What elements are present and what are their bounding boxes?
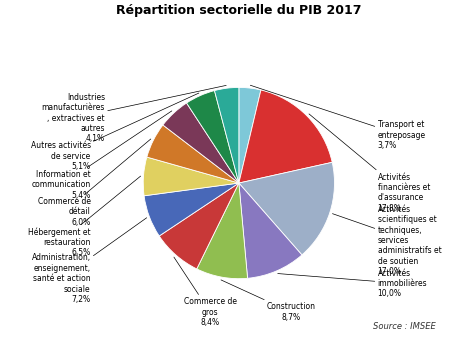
Wedge shape (147, 125, 239, 183)
Text: Activités
immobilières
10,0%: Activités immobilières 10,0% (278, 268, 427, 298)
Text: Commerce de
détail
6,0%: Commerce de détail 6,0% (37, 139, 151, 227)
Wedge shape (239, 162, 335, 255)
Wedge shape (143, 157, 239, 196)
Text: Source : IMSEE: Source : IMSEE (374, 322, 436, 331)
Text: Activités
financières et
d'assurance
17,8%: Activités financières et d'assurance 17,… (309, 114, 430, 213)
Text: Industries
manufacturières
, extractives et
autres
4,1%: Industries manufacturières , extractives… (42, 85, 226, 143)
Text: Transport et
entreposage
3,7%: Transport et entreposage 3,7% (250, 85, 426, 150)
Wedge shape (239, 87, 261, 183)
Wedge shape (144, 183, 239, 236)
Text: Autres activités
de service
5,1%: Autres activités de service 5,1% (30, 93, 199, 171)
Wedge shape (214, 87, 239, 183)
Text: Activités
scientifiques et
techniques,
services
administratifs et
de soutien
17,: Activités scientifiques et techniques, s… (332, 205, 441, 276)
Text: Hébergement et
restauration
6,5%: Hébergement et restauration 6,5% (28, 176, 141, 257)
Wedge shape (187, 91, 239, 183)
Text: Information et
communication
5,4%: Information et communication 5,4% (31, 111, 172, 200)
Wedge shape (163, 103, 239, 183)
Title: Répartition sectorielle du PIB 2017: Répartition sectorielle du PIB 2017 (116, 4, 362, 17)
Wedge shape (159, 183, 239, 269)
Wedge shape (197, 183, 247, 279)
Wedge shape (239, 90, 332, 183)
Text: Administration,
enseignement,
santé et action
sociale
7,2%: Administration, enseignement, santé et a… (32, 218, 146, 304)
Text: Construction
8,7%: Construction 8,7% (221, 280, 316, 322)
Wedge shape (239, 183, 302, 278)
Text: Commerce de
gros
8,4%: Commerce de gros 8,4% (174, 257, 237, 327)
